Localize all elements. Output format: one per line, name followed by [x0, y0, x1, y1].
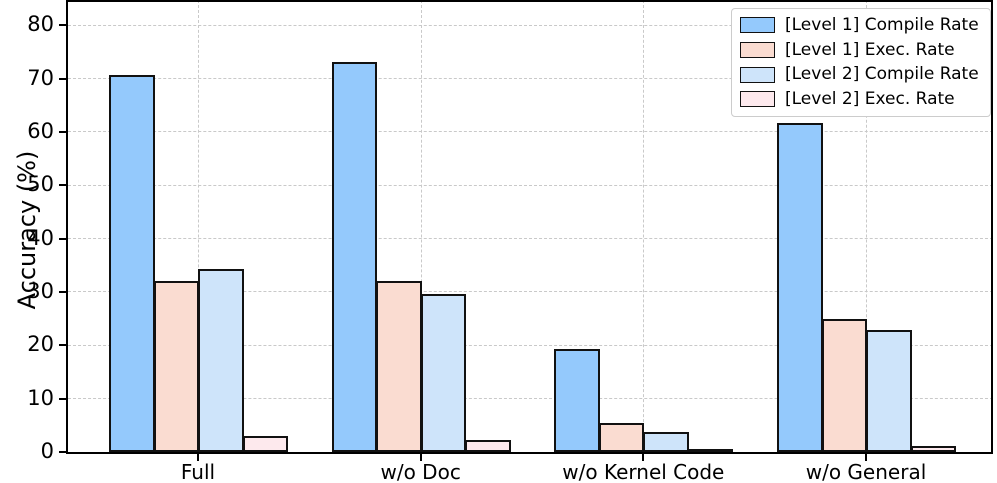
y-tick-30 [59, 290, 66, 293]
legend-label: [Level 1] Compile Rate [785, 15, 979, 35]
gridline-y-60 [68, 131, 993, 133]
gridline-x-2 [643, 0, 645, 452]
gridline-y-20 [68, 344, 993, 346]
bar-w-o-general-s1 [821, 319, 867, 452]
y-tick-label-30: 30 [27, 278, 54, 303]
gridline-y-80 [68, 24, 993, 26]
bar-w-o-general-s2 [866, 329, 912, 452]
gridline-y-30 [68, 291, 993, 293]
y-tick-60 [59, 130, 66, 133]
gridline-y-10 [68, 398, 993, 400]
x-tick-2 [642, 454, 645, 461]
y-tick-label-10: 10 [27, 385, 54, 410]
y-tick-50 [59, 184, 66, 187]
gridline-y-70 [68, 78, 993, 80]
y-tick-label-20: 20 [27, 332, 54, 357]
y-tick-label-60: 60 [27, 118, 54, 143]
legend-swatch-icon [740, 91, 775, 108]
bar-w-o-kernel-code-s2 [643, 431, 689, 452]
legend: [Level 1] Compile Rate [Level 1] Exec. Ra… [731, 8, 991, 117]
x-tick-3 [865, 454, 867, 461]
bar-full-s3 [242, 435, 288, 452]
x-tick-1 [419, 454, 422, 461]
y-tick-10 [59, 397, 66, 400]
bar-full-s2 [198, 268, 244, 452]
x-tick-label-2: w/o Kernel Code [562, 460, 725, 483]
legend-item-2: [Level 2] Compile Rate [740, 65, 982, 84]
legend-label: [Level 2] Compile Rate [785, 64, 979, 85]
legend-item-0: [Level 1] Compile Rate [740, 16, 982, 35]
y-tick-label-0: 0 [40, 439, 54, 463]
y-tick-20 [59, 344, 66, 347]
y-tick-label-70: 70 [27, 65, 54, 90]
legend-label: [Level 2] Exec. Rate [785, 89, 955, 110]
bar-w-o-kernel-code-s1 [598, 423, 645, 452]
right-spine [991, 0, 993, 454]
gridline-y-50 [68, 184, 993, 186]
y-tick-40 [59, 237, 66, 240]
bar-full-s0 [109, 74, 155, 452]
bar-w-o-general-s3 [910, 446, 956, 452]
x-tick-label-1: w/o Doc [380, 460, 461, 483]
bottom-spine [66, 452, 993, 454]
bar-w-o-doc-s3 [465, 439, 511, 452]
bar-w-o-general-s0 [777, 122, 823, 452]
legend-swatch-icon [740, 17, 775, 34]
y-tick-label-50: 50 [27, 172, 54, 197]
y-tick-label-40: 40 [27, 225, 54, 250]
top-spine [66, 0, 993, 2]
bar-w-o-doc-s2 [420, 294, 467, 452]
y-tick-70 [59, 77, 66, 80]
gridline-y-40 [68, 238, 993, 240]
y-tick-label-80: 80 [27, 12, 54, 37]
legend-item-1: [Level 1] Exec. Rate [740, 39, 982, 60]
legend-swatch-icon [740, 66, 775, 83]
legend-label: [Level 1] Exec. Rate [785, 39, 955, 60]
bar-w-o-doc-s1 [376, 281, 422, 452]
y-tick-0 [59, 451, 66, 453]
legend-swatch-icon [740, 42, 775, 59]
bar-w-o-doc-s0 [331, 62, 378, 452]
bar-full-s1 [153, 280, 199, 452]
x-tick-label-0: Full [180, 460, 216, 483]
y-tick-80 [59, 24, 66, 27]
bar-w-o-kernel-code-s0 [554, 348, 600, 452]
gridline-x-1 [420, 0, 422, 452]
left-spine [66, 0, 68, 454]
x-tick-label-3: w/o General [805, 460, 927, 483]
legend-item-3: [Level 2] Exec. Rate [740, 90, 982, 109]
x-tick-0 [197, 454, 199, 461]
gridline-x-0 [198, 0, 199, 452]
gridline-x-3 [866, 0, 867, 452]
